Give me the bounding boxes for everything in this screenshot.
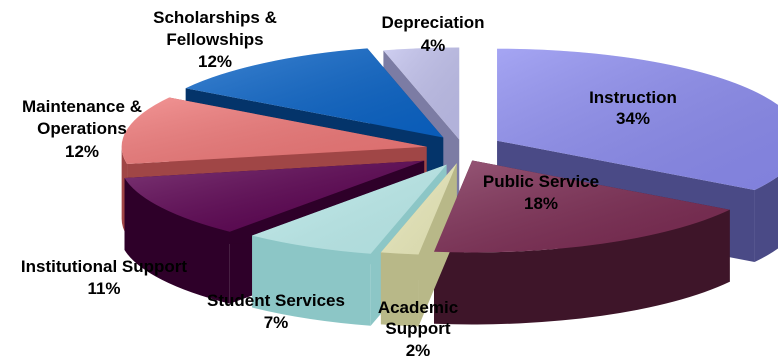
slice-label-pct: 12% [65,142,99,161]
slice-label-pct: 34% [616,109,650,128]
slice-label-name: Student Services [207,291,345,310]
slice-label-pct: 12% [198,52,232,71]
slice-label-name-line1: Maintenance & [22,97,142,116]
slice-side-instruction [754,176,778,262]
slice-label-scholarships-fellowships: Scholarships & Fellowships 12% [153,8,277,71]
slice-label-name-line1: Scholarships & [153,8,277,27]
slice-shading-academic-support [380,163,457,255]
slice-label-name-line2: Fellowships [166,30,263,49]
slice-side-student-services [252,235,371,326]
slice-label-maintenance-operations: Maintenance & Operations 12% [22,97,142,161]
slice-label-name-line1: Academic [378,298,458,317]
slice-label-name: Instruction [589,88,677,107]
slice-shading-public-service [433,160,730,253]
slice-label-public-service: Public Service 18% [483,172,599,213]
slice-label-pct: 18% [524,194,558,213]
slice-label-name: Depreciation [382,13,485,32]
slice-label-depreciation: Depreciation 4% [382,13,485,55]
slice-side-institutional-support [124,178,230,304]
slice-label-name-line2: Operations [37,119,127,138]
slice-shading-instruction [497,48,778,190]
slice-label-name-line2: Support [385,319,450,338]
slice-label-student-services: Student Services 7% [207,291,345,332]
slice-tops [121,47,778,255]
slice-label-name: Institutional Support [21,257,188,276]
slice-label-pct: 4% [421,36,446,55]
slice-shading-institutional-support [124,160,425,232]
slice-shading-depreciation [383,47,460,140]
slice-side-public-service [433,209,730,325]
slice-shading-student-services [252,164,447,254]
slice-shading-maintenance-operations [121,97,427,164]
slice-label-academic-support: Academic Support 2% [378,298,458,360]
slice-label-pct: 7% [264,313,289,332]
slice-label-pct: 2% [406,341,431,360]
slice-label-instruction: Instruction 34% [589,88,677,128]
slice-side-academic-support [380,252,419,327]
slice-label-pct: 11% [87,279,120,298]
slice-label-name: Public Service [483,172,599,191]
slice-label-institutional-support: Institutional Support 11% [21,257,188,298]
slice-shading-scholarships-fellowships [185,48,444,138]
